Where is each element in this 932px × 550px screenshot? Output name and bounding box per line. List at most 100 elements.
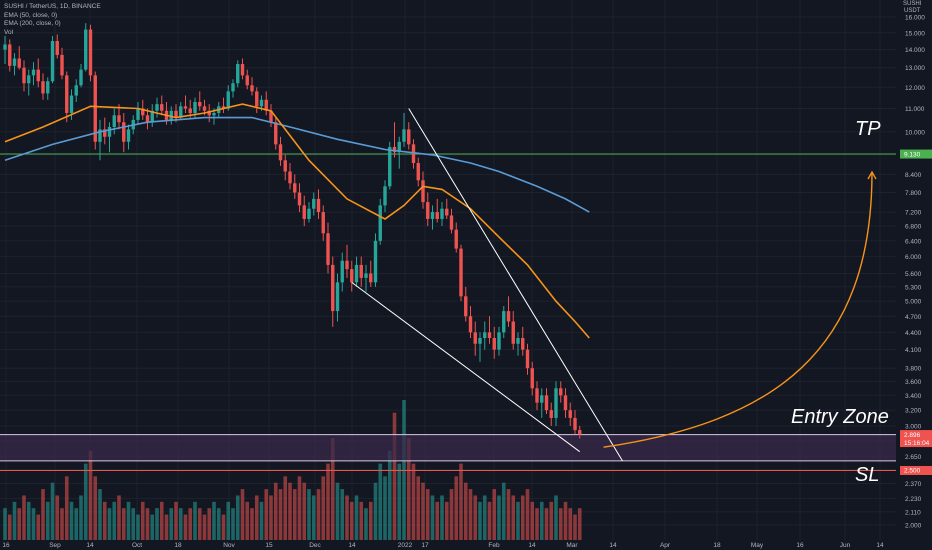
volume-bar <box>202 514 207 540</box>
time-tick-label: 17 <box>421 542 429 549</box>
volume-bar <box>193 501 197 540</box>
price-tick-label: 2.230 <box>905 496 922 503</box>
candle-body <box>117 115 121 123</box>
volume-bar <box>212 501 216 540</box>
legend-ema50[interactable]: EMA (50, close, 0) <box>4 11 58 19</box>
candle-body <box>411 144 416 164</box>
volume-bar <box>302 482 307 540</box>
volume-bar <box>463 482 468 540</box>
candle-body <box>84 29 88 70</box>
candle-body <box>440 208 444 219</box>
price-tick-label: 3.800 <box>905 366 922 373</box>
candle-body <box>31 69 36 76</box>
candle-body <box>473 332 477 344</box>
time-tick-label: Jun <box>840 542 851 549</box>
candle-body <box>559 388 563 396</box>
candle-body <box>150 110 154 123</box>
volume-bar <box>478 501 482 540</box>
volume-bar <box>145 508 150 540</box>
volume-bar <box>311 495 316 540</box>
volume-bar <box>88 450 93 540</box>
current-price-tag-bg <box>900 430 932 448</box>
volume-bar <box>221 514 226 540</box>
volume-bar <box>288 482 292 540</box>
volume-bar <box>378 463 383 540</box>
price-tick-label: 2.000 <box>905 523 922 530</box>
price-tick-label: 3.400 <box>905 393 922 400</box>
candle-body <box>65 75 69 114</box>
price-tick-label: 7.800 <box>905 190 922 197</box>
volume-bar <box>397 463 402 540</box>
candle-body <box>316 198 321 213</box>
volume-bar <box>430 495 435 540</box>
candle-body <box>483 332 487 338</box>
volume-bar <box>573 514 577 540</box>
volume-bar <box>174 501 178 540</box>
volume-bar <box>112 501 117 540</box>
candle-body <box>212 113 216 116</box>
volume-bar <box>354 495 359 540</box>
candle-body <box>435 212 439 219</box>
take-profit-annotation[interactable]: TP <box>855 118 881 140</box>
candle-body <box>74 85 78 96</box>
time-tick-label: Oct <box>132 542 142 549</box>
volume-bar <box>140 501 145 540</box>
candle-body <box>544 395 549 411</box>
volume-bar <box>563 501 568 540</box>
price-axis[interactable]: 2.0002.1102.2302.3702.5102.6502.8203.000… <box>900 15 932 530</box>
axis-currency-label[interactable]: SUSHI USDT <box>903 1 921 15</box>
candle-body <box>563 395 568 411</box>
candle-body <box>369 273 373 283</box>
trendline <box>351 281 581 453</box>
price-levels <box>0 153 896 471</box>
candle-body <box>445 208 449 216</box>
time-axis[interactable]: 16 Sep 14 Oct 18 Nov 15 Dec 14 2022 17 Feb 14 Mar 14 Ap… <box>2 542 884 549</box>
price-tick-label: 5.000 <box>905 299 922 306</box>
volume-bar <box>497 495 501 540</box>
time-tick-label: May <box>751 542 764 549</box>
legend-volume[interactable]: Vol <box>4 28 14 36</box>
entry-zone-annotation[interactable]: Entry Zone <box>791 406 889 428</box>
stop-loss-annotation[interactable]: SL <box>855 464 880 486</box>
volume-bar <box>520 495 525 540</box>
volume-bar <box>121 508 126 540</box>
candle-body <box>179 106 183 118</box>
candle-body <box>354 264 359 283</box>
candle-body <box>430 212 435 219</box>
volume-bar <box>235 495 240 540</box>
price-tick-label: 4.400 <box>905 330 922 337</box>
volume-bar <box>69 501 74 540</box>
candle-body <box>236 63 240 84</box>
candle-body <box>421 180 425 203</box>
candle-body <box>573 417 577 431</box>
ema200-line <box>4 116 590 213</box>
candle-body <box>193 101 197 114</box>
volume-bar <box>93 476 98 540</box>
candle-body <box>540 395 544 403</box>
candle-body <box>17 58 21 68</box>
candle-body <box>88 29 93 76</box>
candle-body <box>188 108 192 114</box>
legend-symbol[interactable]: SUSHI / TetherUS, 1D, BINANCE <box>4 3 101 10</box>
candle-body <box>340 260 344 283</box>
candle-body <box>335 282 340 312</box>
time-tick-label: 14 <box>86 542 94 549</box>
candle-body <box>55 41 59 55</box>
volume-bar <box>150 514 155 540</box>
volume-bar <box>169 508 174 540</box>
volume-bar <box>136 514 140 540</box>
legend-ema200[interactable]: EMA (200, close, 0) <box>4 20 61 27</box>
candle-body <box>283 160 287 172</box>
volume-bar <box>117 495 121 540</box>
candle-body <box>46 81 50 94</box>
volume-bar <box>539 501 544 540</box>
candle-body <box>511 321 515 344</box>
volume-bar <box>278 489 283 540</box>
candle-body <box>126 129 131 142</box>
candle-body <box>392 146 397 153</box>
volume-bar <box>245 501 250 540</box>
volume-bar <box>55 495 60 540</box>
candle-body <box>12 58 17 66</box>
time-tick-label: 2022 <box>398 542 413 549</box>
